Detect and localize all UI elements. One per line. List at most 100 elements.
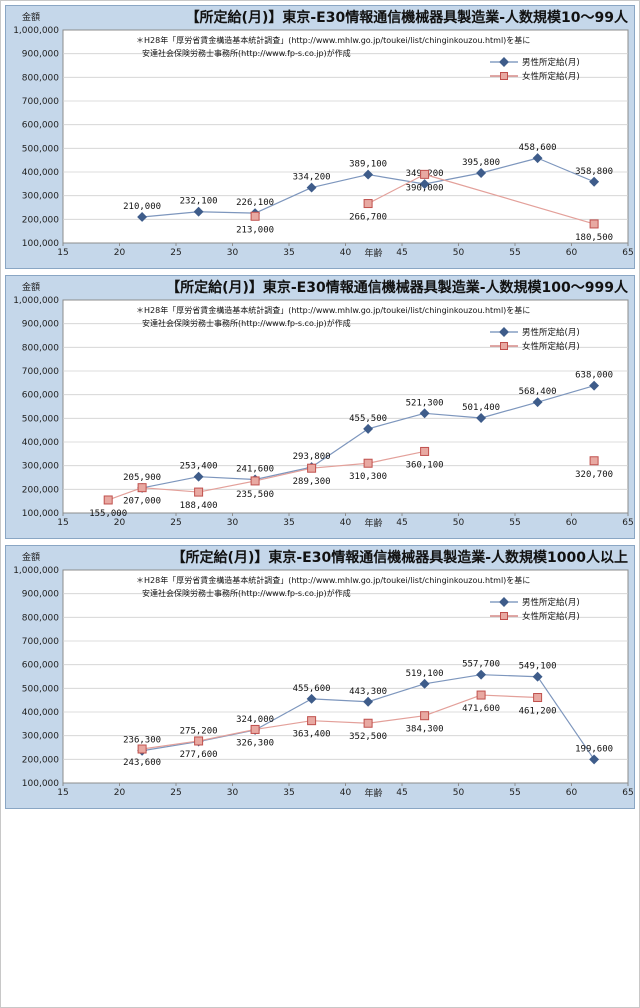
chart-panel-3: 【所定給(月)】東京-E30情報通信機械器具製造業-人数規模1000人以上 金額 1… [5, 545, 635, 809]
series-line-segment [142, 740, 199, 750]
data-point-male [532, 153, 543, 164]
data-point-male [589, 754, 600, 765]
data-label-male: 557,700 [462, 660, 500, 670]
x-tick-label: 25 [170, 788, 181, 798]
y-tick-label: 300,000 [22, 462, 59, 472]
x-tick-label: 50 [453, 518, 465, 528]
series-line-segment [311, 462, 369, 469]
data-point-female [137, 483, 147, 493]
data-point-male [137, 212, 148, 222]
data-point-female [307, 716, 317, 726]
data-point-male [363, 169, 374, 180]
chart-title: 【所定給(月)】東京-E30情報通信機械器具製造業-人数規模10～99人 [186, 9, 629, 26]
chart-svg-2: 【所定給(月)】東京-E30情報通信機械器具製造業-人数規模100～999人 金額… [13, 279, 634, 529]
data-label-male: 241,600 [236, 464, 274, 474]
y-axis-label: 金額 [22, 281, 40, 293]
chart-title: 【所定給(月)】東京-E30情報通信機械器具製造業-人数規模1000人以上 [172, 549, 628, 566]
data-point-female [363, 458, 373, 468]
data-label-female: 235,500 [236, 490, 274, 500]
data-point-male [193, 471, 204, 482]
source-note-line-2: 安達社会保険労務士事務所(http://www.fp-s.co.jp)が作成 [142, 48, 351, 58]
data-label-female: 363,400 [293, 730, 331, 740]
y-tick-label: 600,000 [22, 121, 59, 131]
data-label-male: 358,800 [575, 167, 613, 177]
data-point-male [306, 182, 317, 193]
data-point-female [420, 711, 430, 721]
data-label-male: 443,300 [349, 687, 387, 697]
y-tick-label: 700,000 [22, 367, 59, 377]
y-tick-label: 900,000 [22, 590, 59, 600]
data-label-male: 549,100 [519, 662, 557, 672]
y-tick-label: 900,000 [22, 320, 59, 330]
legend-label: 男性所定給(月) [522, 57, 580, 68]
y-tick-label: 100,000 [22, 239, 59, 249]
data-label-male: 455,600 [293, 684, 331, 694]
source-note-line-2: 安達社会保険労務士事務所(http://www.fp-s.co.jp)が作成 [142, 318, 351, 328]
series-line-segment [481, 694, 538, 699]
plot-area [62, 299, 629, 514]
y-tick-label: 500,000 [22, 684, 59, 694]
y-tick-label: 600,000 [22, 661, 59, 671]
y-tick-label: 400,000 [22, 708, 59, 718]
data-point-female [194, 487, 204, 497]
data-label-female: 188,400 [180, 501, 218, 511]
x-tick-label: 30 [227, 248, 239, 258]
x-tick-label: 50 [453, 248, 465, 258]
x-tick-label: 30 [227, 518, 239, 528]
x-tick-label: 55 [509, 788, 520, 798]
data-label-female: 384,300 [406, 725, 444, 735]
x-tick-label: 60 [566, 788, 578, 798]
x-tick-label: 45 [396, 248, 407, 258]
data-label-female: 266,700 [349, 213, 387, 223]
x-tick-label: 35 [283, 788, 294, 798]
x-tick-label: 15 [57, 248, 68, 258]
series-line-segment [198, 728, 256, 742]
series-line-segment [107, 487, 143, 501]
y-tick-label: 300,000 [22, 732, 59, 742]
chart-svg-3: 【所定給(月)】東京-E30情報通信機械器具製造業-人数規模1000人以上 金額 1… [13, 549, 634, 799]
series-line-segment [367, 450, 425, 464]
x-axis-label: 年齢 [364, 247, 382, 259]
y-tick-label: 200,000 [22, 755, 59, 765]
data-point-male [589, 176, 600, 187]
series-line-segment [537, 157, 595, 183]
series-line-segment [480, 157, 538, 174]
legend-marker-square [500, 612, 508, 620]
data-point-female [533, 693, 543, 703]
x-tick-label: 50 [453, 788, 465, 798]
series-line-segment [198, 476, 256, 481]
y-tick-label: 900,000 [22, 50, 59, 60]
legend-label: 女性所定給(月) [522, 611, 580, 622]
x-tick-label: 65 [622, 788, 633, 798]
data-label-female: 352,500 [349, 732, 387, 742]
y-tick-label: 800,000 [22, 73, 59, 83]
y-tick-label: 600,000 [22, 391, 59, 401]
x-tick-label: 40 [340, 518, 352, 528]
y-tick-label: 1,000,000 [13, 26, 59, 36]
y-tick-label: 800,000 [22, 343, 59, 353]
data-label-male: 253,400 [180, 462, 218, 472]
data-label-female: 213,000 [236, 225, 274, 235]
data-label-female: 471,600 [462, 704, 500, 714]
legend-label: 男性所定給(月) [522, 597, 580, 608]
y-tick-label: 400,000 [22, 168, 59, 178]
data-label-male: 638,000 [575, 371, 613, 381]
legend-label: 女性所定給(月) [522, 71, 580, 82]
series-line-segment [198, 480, 256, 493]
series-line-segment [537, 385, 595, 403]
x-tick-label: 45 [396, 788, 407, 798]
x-tick-label: 60 [566, 248, 578, 258]
data-point-female [103, 495, 113, 505]
source-note-line-1: ＊H28年「厚労省賃金構造基本統計調査」(http://www.mhlw.go.… [136, 35, 530, 45]
data-label-female: 326,300 [236, 738, 274, 748]
series-line-segment [311, 173, 369, 189]
x-tick-label: 45 [396, 518, 407, 528]
x-tick-label: 25 [170, 248, 181, 258]
data-point-female [363, 718, 373, 728]
data-label-male: 275,200 [180, 727, 218, 737]
y-tick-label: 200,000 [22, 485, 59, 495]
series-line-segment [424, 694, 482, 717]
data-point-female [589, 456, 599, 466]
x-tick-label: 35 [283, 518, 294, 528]
